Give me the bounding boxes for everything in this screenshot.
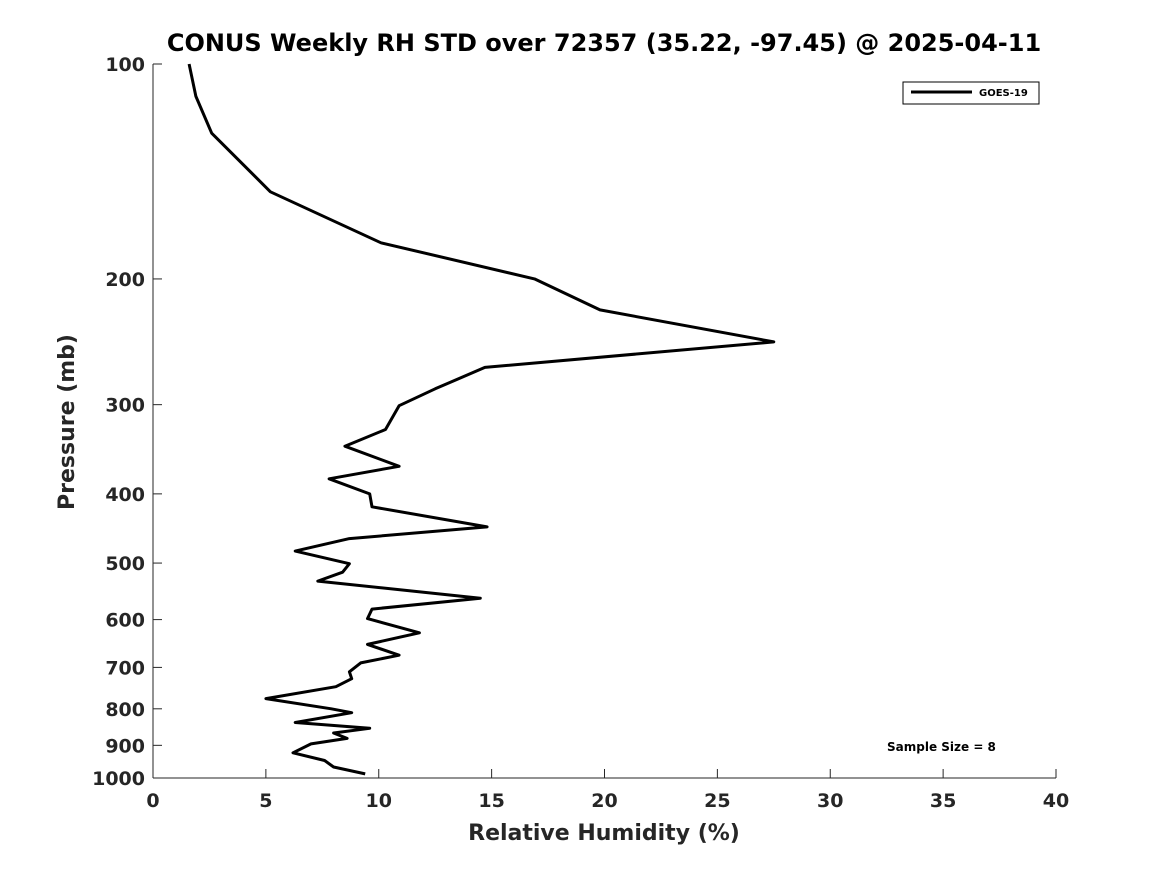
y-tick-label: 900: [105, 735, 145, 757]
series-line-goes-19: [187, 63, 776, 776]
y-tick-label: 300: [105, 395, 145, 417]
legend-label-goes-19: GOES-19: [979, 88, 1028, 99]
y-tick-label: 500: [105, 553, 145, 575]
y-tick-label: 800: [105, 699, 145, 721]
x-axis-label: Relative Humidity (%): [468, 821, 740, 846]
y-axis-ticks: 100 200 300 400 500 600 700 800 900 1000: [92, 54, 162, 790]
x-tick-label: 35: [930, 790, 956, 812]
legend: GOES-19: [902, 81, 1040, 105]
y-tick-label: 400: [105, 484, 145, 506]
x-tick-label: 10: [366, 790, 392, 812]
y-tick-label: 700: [105, 657, 145, 679]
sample-size-note: Sample Size = 8: [887, 740, 996, 754]
y-tick-label: 200: [105, 269, 145, 291]
x-axis-ticks: 0 5 10 15 20 25 30 35 40: [146, 769, 1069, 812]
x-tick-label: 20: [591, 790, 617, 812]
y-tick-label: 100: [105, 54, 145, 76]
x-tick-label: 40: [1043, 790, 1069, 812]
series-group: [187, 63, 776, 776]
y-axis-label: Pressure (mb): [55, 334, 80, 510]
x-tick-label: 30: [817, 790, 843, 812]
y-tick-label: 1000: [92, 768, 145, 790]
plot-area: [152, 64, 1056, 779]
y-tick-label: 600: [105, 610, 145, 632]
x-tick-label: 5: [259, 790, 272, 812]
chart-title: CONUS Weekly RH STD over 72357 (35.22, -…: [167, 29, 1041, 57]
x-tick-label: 15: [478, 790, 504, 812]
x-tick-label: 0: [146, 790, 159, 812]
x-tick-label: 25: [704, 790, 730, 812]
